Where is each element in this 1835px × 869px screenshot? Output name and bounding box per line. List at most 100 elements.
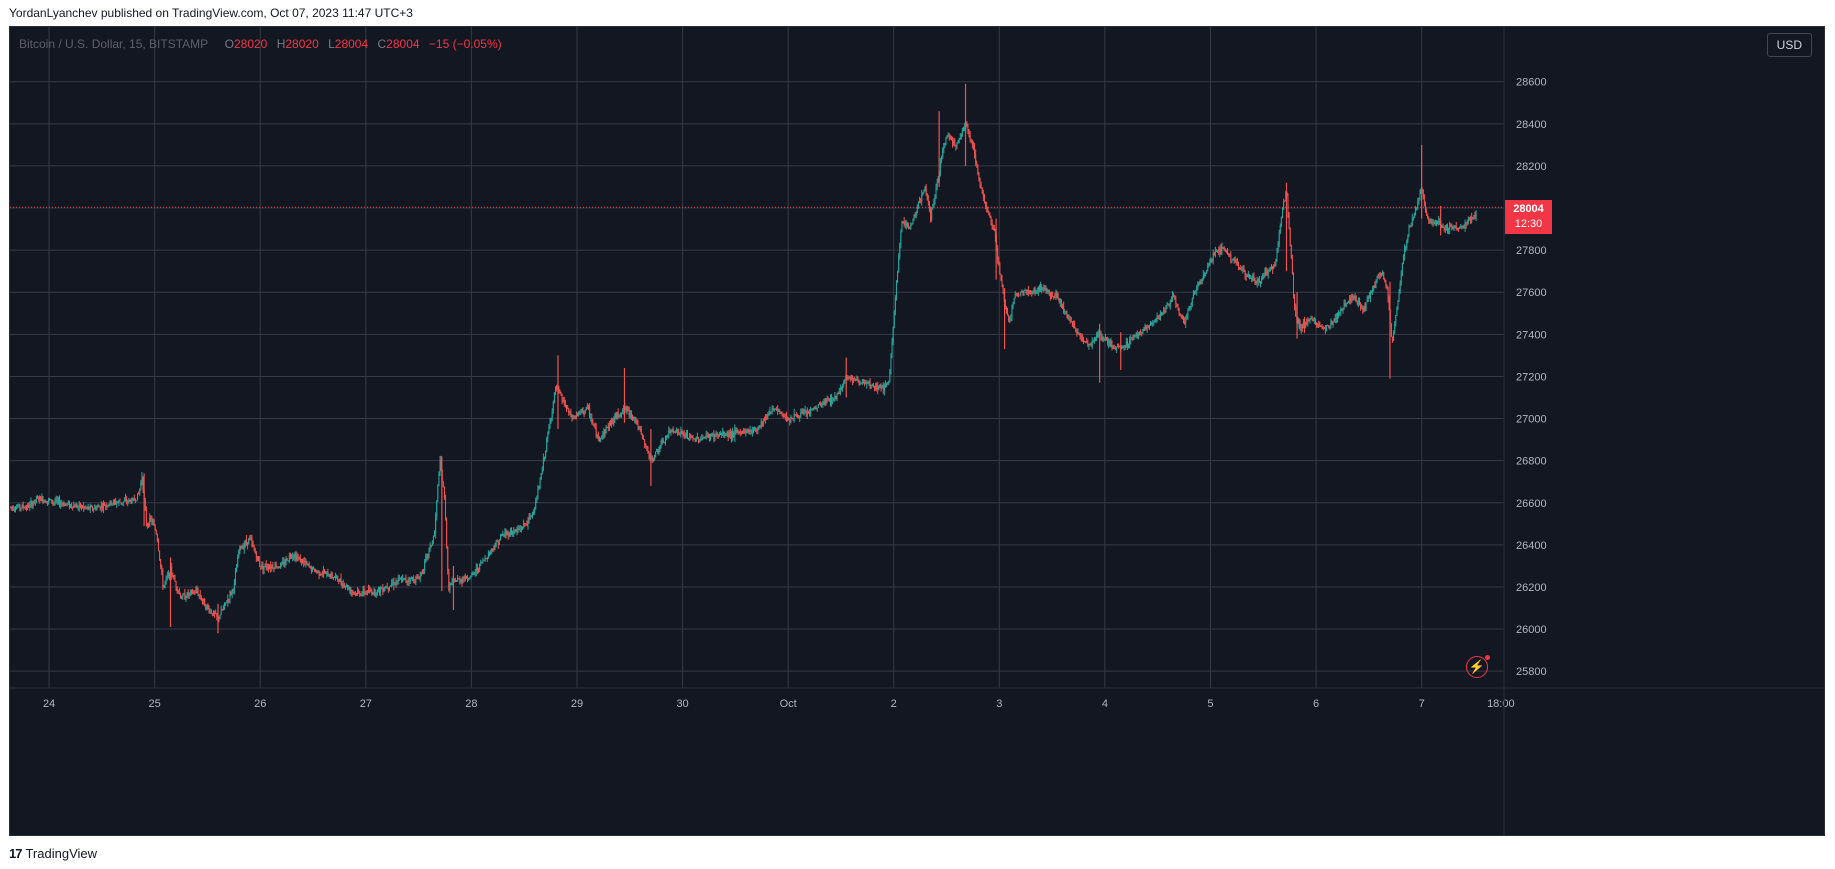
- candle-body: [1395, 315, 1397, 324]
- candle-body: [423, 570, 425, 572]
- candle-body: [288, 555, 290, 561]
- candle-body: [1288, 213, 1290, 228]
- candle-body: [562, 400, 564, 402]
- candle-body: [1218, 251, 1220, 254]
- candle-body: [361, 593, 363, 596]
- candle-body: [542, 457, 544, 469]
- candle-body: [944, 143, 946, 148]
- candle-body: [454, 580, 456, 582]
- candle-body: [1318, 323, 1320, 326]
- candle-body: [73, 505, 75, 508]
- candle-body: [495, 540, 497, 547]
- candle-body: [633, 417, 635, 419]
- candle-body: [208, 607, 210, 612]
- candle-body: [1023, 290, 1025, 294]
- candle-body: [1025, 290, 1027, 294]
- candle-body: [1376, 276, 1378, 281]
- chart-panel[interactable]: 25800 26000 26200 26400 26600 26800 27000 27200…: [9, 26, 1825, 836]
- candle-body: [1027, 289, 1029, 292]
- candle-body: [295, 554, 297, 561]
- candle-body: [285, 558, 287, 563]
- candle-body: [482, 560, 484, 563]
- candle-body: [884, 384, 886, 386]
- candle-body: [1008, 315, 1010, 322]
- candle-body: [919, 199, 921, 204]
- currency-button[interactable]: USD: [1766, 33, 1812, 57]
- candle-body: [289, 555, 291, 557]
- candle-body: [1334, 318, 1336, 320]
- candle-body: [141, 476, 143, 482]
- candle-body: [570, 411, 572, 418]
- candle-body: [174, 577, 176, 582]
- candle-body: [1062, 304, 1064, 307]
- candle-body: [1143, 329, 1145, 331]
- candle-body: [1184, 321, 1186, 324]
- candle-body: [77, 506, 79, 508]
- candle-body: [1186, 315, 1188, 319]
- candle-body: [90, 506, 92, 508]
- candle-body: [821, 403, 823, 407]
- candle-body: [1242, 268, 1244, 271]
- candle-body: [1249, 275, 1251, 279]
- candle-body: [1129, 340, 1131, 344]
- candle-body: [987, 208, 989, 212]
- candle-body: [360, 594, 362, 596]
- candle-body: [416, 577, 418, 579]
- candle-body: [1419, 193, 1421, 201]
- candle-body: [211, 613, 213, 616]
- candle-body: [1234, 258, 1236, 260]
- candle-body: [1259, 282, 1261, 284]
- candle-body: [1121, 348, 1123, 350]
- candle-body: [104, 503, 106, 506]
- symbol-name[interactable]: Bitcoin / U.S. Dollar, 15, BITSTAMP: [19, 37, 208, 51]
- candle-body: [275, 564, 277, 568]
- price-axis-label: 27000: [1516, 414, 1547, 426]
- candle-body: [1205, 273, 1207, 275]
- symbol-legend[interactable]: Bitcoin / U.S. Dollar, 15, BITSTAMP O280…: [19, 37, 508, 51]
- candle-body: [249, 537, 251, 539]
- candle-body: [1013, 298, 1015, 305]
- candle-body: [1134, 335, 1136, 337]
- candle-body: [173, 577, 175, 579]
- candle-body: [448, 572, 450, 591]
- candle-body: [1258, 278, 1260, 283]
- candle-body: [739, 431, 741, 433]
- candle-body: [677, 429, 679, 432]
- candle-body: [100, 505, 102, 510]
- candlestick-chart[interactable]: 25800 26000 26200 26400 26600 26800 27000 27200…: [10, 27, 1824, 835]
- candle-body: [537, 489, 539, 500]
- candle-body: [527, 517, 529, 525]
- candle-body: [1385, 281, 1387, 286]
- candle-body: [296, 557, 298, 561]
- candle-body: [552, 402, 554, 412]
- candle-body: [1093, 339, 1095, 342]
- candle-body: [1212, 252, 1214, 261]
- candle-body: [321, 573, 323, 575]
- candle-body: [1423, 196, 1425, 203]
- candle-body: [16, 507, 18, 510]
- candle-body: [658, 450, 660, 453]
- candle-body: [280, 564, 282, 568]
- price-axis-label: 27800: [1516, 245, 1547, 257]
- candle-body: [974, 147, 976, 154]
- candle-body: [491, 548, 493, 552]
- candle-body: [827, 399, 829, 401]
- candle-body: [371, 591, 373, 595]
- candle-body: [933, 201, 935, 208]
- candle-body: [716, 433, 718, 436]
- candle-body: [906, 223, 908, 226]
- candle-body: [836, 393, 838, 399]
- candle-body: [443, 487, 445, 497]
- candle-body: [453, 579, 455, 581]
- candle-body: [305, 561, 307, 564]
- footer-branding[interactable]: 17 TradingView: [9, 846, 97, 861]
- candle-body: [1442, 226, 1444, 228]
- chart-grid: [10, 27, 1504, 688]
- candle-body: [601, 436, 603, 438]
- candle-body: [902, 221, 904, 223]
- candle-body: [1156, 316, 1158, 319]
- candle-body: [465, 576, 467, 579]
- candle-body: [853, 378, 855, 381]
- time-axis-label: 2: [891, 698, 897, 710]
- lightning-alert-icon[interactable]: ⚡: [1466, 655, 1490, 678]
